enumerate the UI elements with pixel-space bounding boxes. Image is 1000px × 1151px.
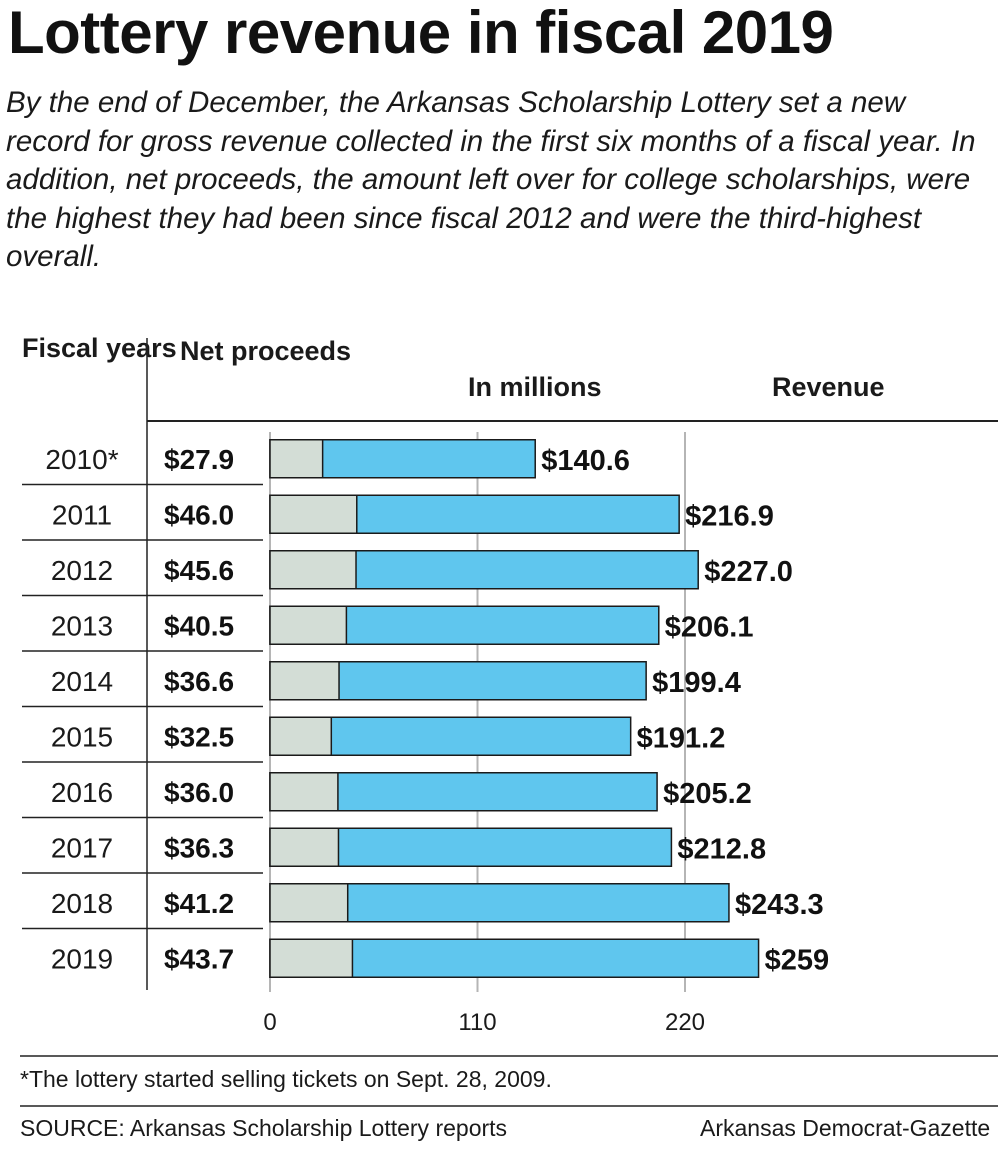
net-proceeds-label: $41.2 [164, 888, 234, 919]
header-revenue: Revenue [772, 372, 885, 402]
header-units: In millions [468, 372, 602, 402]
year-label: 2016 [51, 777, 113, 808]
net-proceeds-bar [269, 439, 324, 479]
net-proceeds-label: $36.0 [164, 777, 234, 808]
source-note: SOURCE: Arkansas Scholarship Lottery rep… [20, 1115, 508, 1141]
net-proceeds-label: $46.0 [164, 499, 234, 530]
net-proceeds-bar [269, 550, 357, 590]
net-proceeds-bar [269, 827, 340, 867]
chart-structure [20, 338, 998, 1107]
revenue-label: $205.2 [663, 778, 752, 810]
net-proceeds-bar [269, 605, 348, 645]
revenue-label: $216.9 [685, 500, 774, 532]
year-label: 2010* [45, 444, 118, 475]
net-proceeds-bar [269, 716, 333, 756]
revenue-label: $259 [765, 944, 830, 976]
year-label: 2013 [51, 610, 113, 641]
net-proceeds-label: $36.3 [164, 832, 234, 863]
revenue-label: $243.3 [735, 889, 824, 921]
revenue-label: $199.4 [652, 667, 741, 699]
chart-title: Lottery revenue in fiscal 2019 [8, 0, 834, 66]
net-proceeds-label: $43.7 [164, 943, 234, 974]
year-label: 2018 [51, 888, 113, 919]
x-axis-ticks: 0 110 220 [263, 1009, 705, 1036]
header-net-proceeds: Net proceeds [180, 336, 352, 366]
chart-subtitle: By the end of December, the Arkansas Sch… [6, 86, 976, 273]
revenue-label: $206.1 [665, 611, 754, 643]
credit-note: Arkansas Democrat-Gazette [700, 1115, 991, 1141]
net-proceeds-bar [269, 772, 339, 812]
revenue-label: $227.0 [704, 556, 793, 588]
chart-rows: 2010* $27.9 $140.6 2011 $46.0 $216.9 2012 $45.6… [45, 439, 830, 978]
net-proceeds-bar [269, 494, 358, 534]
net-proceeds-label: $45.6 [164, 555, 234, 586]
net-proceeds-bar [269, 938, 354, 978]
revenue-label: $212.8 [677, 833, 766, 865]
year-label: 2015 [51, 721, 113, 752]
year-label: 2014 [51, 666, 113, 697]
year-label: 2017 [51, 832, 113, 863]
net-proceeds-bar [269, 661, 340, 701]
revenue-label: $140.6 [541, 445, 630, 477]
x-tick-label: 0 [263, 1009, 276, 1036]
net-proceeds-label: $36.6 [164, 666, 234, 697]
year-label: 2019 [51, 943, 113, 974]
year-label: 2011 [52, 499, 112, 530]
net-proceeds-label: $32.5 [164, 721, 234, 752]
x-tick-label: 110 [458, 1009, 496, 1036]
net-proceeds-label: $27.9 [164, 444, 234, 475]
year-label: 2012 [51, 555, 113, 586]
x-tick-label: 220 [665, 1009, 705, 1036]
net-proceeds-label: $40.5 [164, 610, 234, 641]
net-proceeds-bar [269, 883, 349, 923]
footnote: *The lottery started selling tickets on … [20, 1066, 552, 1092]
revenue-label: $191.2 [637, 722, 726, 754]
